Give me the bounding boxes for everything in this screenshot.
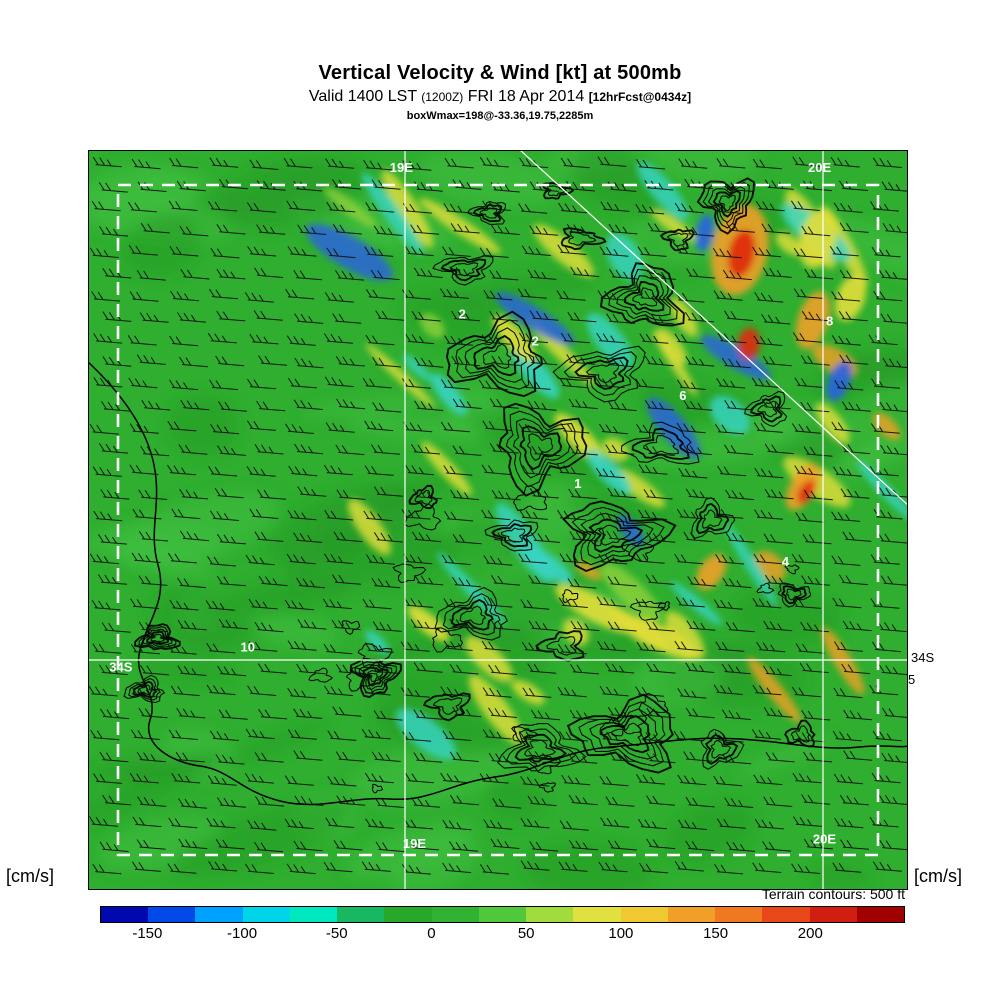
units-label-right: [cm/s]: [914, 866, 962, 886]
colorbar-segment: [526, 907, 574, 922]
colorbar-segment: [715, 907, 763, 922]
colorbar: [100, 906, 905, 923]
colorbar-segment: [242, 907, 290, 922]
colorbar-segment: [667, 907, 716, 922]
svg-text:19E: 19E: [390, 160, 413, 175]
colorbar-tick-label: 0: [427, 925, 436, 942]
valid-time-line: Valid 1400 LST (1200Z) FRI 18 Apr 2014 […: [0, 88, 1000, 106]
colorbar-tick-label: -50: [325, 925, 348, 942]
lat-label-right-34s: 34S: [911, 650, 935, 665]
colorbar-segment: [384, 907, 432, 922]
boxwmax-line: boxWmax=198@-33.36,19.75,2285m: [406, 110, 594, 122]
colorbar-tick-label: -100: [227, 925, 258, 942]
map-area: 19E 20E 19E 20E 34S 2 2 8 6 1 4 10: [88, 150, 908, 890]
colorbar-segment: [289, 907, 338, 922]
svg-text:2: 2: [459, 307, 466, 322]
colorbar-segment: [148, 907, 196, 922]
map-border: [88, 150, 908, 890]
colorbar-segment: [762, 907, 810, 922]
svg-text:10: 10: [241, 640, 255, 655]
map-labels-layer: 19E 20E 19E 20E 34S 2 2 8 6 1 4 10: [109, 160, 836, 851]
terrain-contours-layer: [88, 177, 908, 806]
units-label-left: [cm/s]: [6, 866, 54, 886]
colorbar-tick-label: 200: [797, 925, 823, 942]
svg-text:34S: 34S: [109, 660, 132, 675]
colorbar-segment: [195, 907, 243, 922]
colorbar-segment: [573, 907, 621, 922]
valid-main-2: FRI 18 Apr 2014: [463, 88, 589, 105]
svg-text:4: 4: [782, 554, 790, 569]
svg-text:20E: 20E: [813, 831, 836, 846]
svg-text:1: 1: [574, 476, 581, 491]
colorbar-tick-label: 150: [703, 925, 729, 942]
svg-text:6: 6: [679, 388, 686, 403]
domain-dashed-box: [116, 183, 880, 857]
colorbar-tick-label: 50: [517, 925, 535, 942]
svg-text:20E: 20E: [808, 160, 831, 175]
grid-lines-layer: [88, 150, 908, 890]
valid-utc: (1200Z): [421, 90, 464, 104]
colorbar-segment: [431, 907, 479, 922]
colorbar-segment: [337, 907, 385, 922]
velocity-map-svg: 19E 20E 19E 20E 34S 2 2 8 6 1 4 10: [88, 150, 908, 890]
chart-header: Vertical Velocity & Wind [kt] at 500mb V…: [0, 62, 1000, 122]
colorbar-tick-label: 100: [608, 925, 634, 942]
colorbar-segment: [809, 907, 857, 922]
terrain-contours-note: Terrain contours: 500 ft: [761, 886, 905, 902]
valid-main-1: Valid 1400 LST: [308, 88, 422, 105]
svg-text:8: 8: [826, 313, 833, 328]
forecast-init: [12hrFcst@0434z]: [588, 90, 692, 104]
colorbar-segment: [478, 907, 527, 922]
wind-barbs-layer: [88, 156, 908, 875]
colorbar-tick-label: -150: [132, 925, 163, 942]
svg-text:2: 2: [532, 333, 539, 348]
colorbar-tick-labels: -150 -100 -50 0 50 100 150 200: [100, 922, 905, 946]
colorbar-segment: [101, 907, 149, 922]
chart-title: Vertical Velocity & Wind [kt] at 500mb: [318, 62, 682, 84]
colorbar-segment: [620, 907, 668, 922]
svg-text:19E: 19E: [403, 836, 426, 851]
colorbar-segment: [856, 907, 904, 922]
coastline: [88, 360, 908, 806]
cross-section-line: [519, 150, 908, 506]
right-contour-label: 5: [908, 672, 916, 687]
